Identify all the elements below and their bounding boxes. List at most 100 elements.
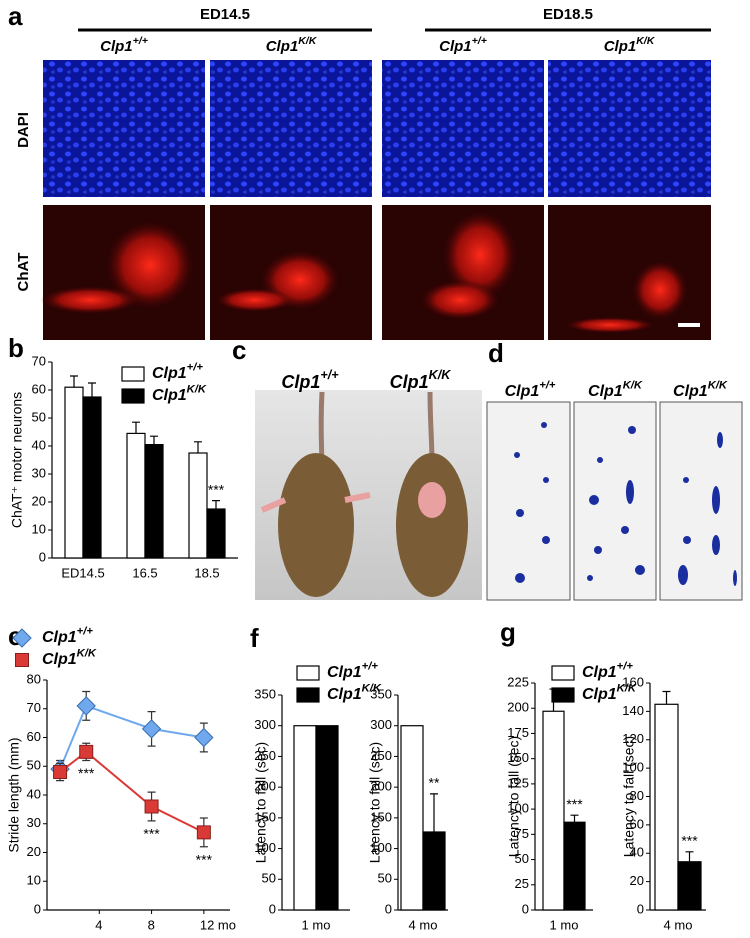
y-tick-label: 60 — [27, 729, 41, 744]
genotype-label: Clp1K/K — [327, 683, 382, 704]
genotype-name: Clp1 — [100, 38, 133, 55]
genotype-name: Clp1 — [673, 383, 708, 400]
y-tick-label: 0 — [269, 901, 276, 916]
y-tick-label: 140 — [622, 703, 644, 718]
image-dapi — [382, 60, 544, 197]
x-tick-label: 16.5 — [132, 565, 157, 580]
y-tick-label: 250 — [370, 748, 392, 763]
panel-c-photo — [255, 390, 482, 600]
marker — [141, 719, 162, 739]
y-tick-label: 100 — [370, 840, 392, 855]
genotype-name: Clp1 — [505, 383, 540, 400]
genotype-name: Clp1 — [42, 629, 77, 646]
bar — [126, 432, 146, 559]
genotype-name: Clp1 — [152, 387, 187, 404]
genotype-superscript: +/+ — [472, 35, 487, 47]
y-axis-label: Latency to fall (sec) — [621, 736, 637, 857]
error-bar — [685, 851, 694, 862]
footprints — [514, 422, 737, 586]
chart-bar: 0 20 40 60 80 100 120 140 160 Latency to fall (se… — [621, 674, 706, 932]
signal — [442, 210, 518, 300]
bar — [422, 831, 446, 911]
bar — [293, 725, 317, 911]
genotype-name: Clp1 — [327, 686, 362, 703]
y-tick-label: 0 — [522, 901, 529, 916]
genotype-label: Clp1+/+ — [42, 626, 93, 647]
x-tick-label: 1 mo — [550, 917, 579, 932]
genotype-label: Clp1+/+ — [505, 380, 556, 401]
genotype-superscript: +/+ — [133, 35, 148, 47]
marker — [196, 825, 211, 840]
y-tick-label: 350 — [254, 686, 276, 701]
error-bar — [88, 382, 96, 397]
bar — [677, 861, 702, 911]
marker — [12, 628, 32, 648]
genotype-label: Clp1K/K — [266, 35, 318, 55]
error-bar — [194, 441, 202, 453]
genotype-superscript: K/K — [429, 368, 452, 382]
error-bar — [150, 435, 158, 445]
y-tick-label: 0 — [385, 901, 392, 916]
y-tick-label: 50 — [32, 409, 46, 424]
y-axis-label: Stride length (mm) — [6, 737, 22, 852]
genotype-name: Clp1 — [266, 38, 299, 55]
genotype-label: Clp1+/+ — [582, 661, 633, 682]
genotype-name: Clp1 — [582, 686, 617, 703]
y-tick-label: 350 — [370, 686, 392, 701]
genotype-superscript: K/K — [636, 35, 656, 47]
y-tick-label: 30 — [32, 465, 46, 480]
significance: *** — [196, 851, 213, 867]
y-tick-label: 80 — [27, 671, 41, 686]
y-tick-label: 60 — [630, 816, 644, 831]
signal — [40, 286, 140, 314]
footprint-box — [659, 401, 743, 601]
legend-swatch — [121, 388, 145, 404]
y-axis-label: Latency to fall (sec) — [367, 742, 383, 863]
error-bar — [662, 690, 671, 705]
y-axis-label: ChAT⁺ motor neurons — [9, 392, 25, 528]
image-dapi — [43, 60, 205, 197]
signal — [632, 260, 688, 320]
significance: *** — [566, 796, 583, 812]
y-tick-label: 300 — [370, 717, 392, 732]
y-tick-label: 125 — [507, 775, 529, 790]
error-bar — [570, 814, 579, 823]
genotype-superscript: +/+ — [539, 380, 556, 392]
y-tick-label: 50 — [262, 871, 276, 886]
bar — [315, 725, 339, 911]
y-tick-label: 0 — [39, 549, 46, 564]
genotype-label: Clp1+/+ — [281, 368, 339, 392]
y-tick-label: 250 — [254, 748, 276, 763]
x-tick-label: 1 mo — [302, 917, 331, 932]
genotype-label: Clp1K/K — [390, 368, 452, 392]
marker — [79, 744, 94, 759]
genotype-name: Clp1 — [42, 651, 77, 668]
genotype-name: Clp1 — [152, 365, 187, 382]
panel-letter: b — [8, 333, 24, 363]
error-bar — [212, 500, 220, 509]
genotype-label: Clp1K/K — [588, 380, 643, 401]
signal — [420, 280, 500, 320]
scale-bar — [678, 323, 700, 327]
marker — [15, 653, 29, 667]
genotype-superscript: K/K — [623, 380, 643, 392]
genotype-label: Clp1K/K — [42, 648, 97, 669]
genotype-name: Clp1 — [390, 372, 429, 392]
y-tick-label: 30 — [27, 815, 41, 830]
chart-bar: 0 50 100 150 200 250 300 350 Latency to fall (se… — [367, 686, 448, 932]
y-tick-label: 175 — [507, 725, 529, 740]
genotype-superscript: K/K — [617, 683, 637, 695]
y-tick-label: 50 — [378, 871, 392, 886]
genotype-name: Clp1 — [439, 38, 472, 55]
marker — [144, 799, 159, 814]
genotype-name: Clp1 — [604, 38, 637, 55]
y-axis-label: Latency to fall (sec) — [253, 742, 269, 863]
panel-d-footprints — [486, 401, 743, 601]
y-tick-label: 25 — [515, 876, 529, 891]
genotype-label: Clp1K/K — [582, 683, 637, 704]
x-tick-label: ED14.5 — [61, 565, 104, 580]
genotype-label: Clp1+/+ — [439, 35, 487, 55]
genotype-name: Clp1 — [582, 664, 617, 681]
limb — [418, 482, 446, 518]
genotype-superscript: K/K — [708, 380, 728, 392]
